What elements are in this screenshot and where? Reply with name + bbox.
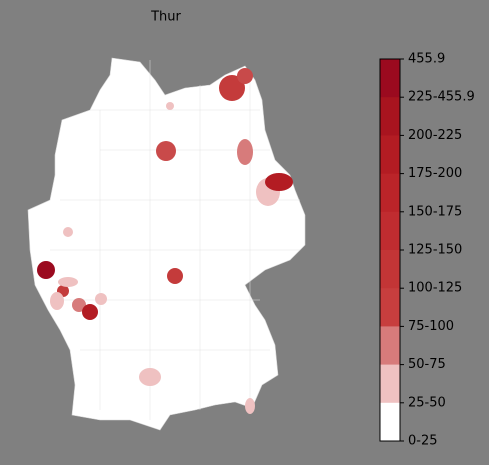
district — [139, 368, 161, 386]
colorbar-label: 100-125 — [408, 281, 462, 296]
district — [245, 398, 255, 414]
colorbar-band — [380, 135, 400, 175]
colorbar-label: 50-75 — [408, 357, 446, 372]
district — [156, 141, 176, 161]
colorbar-band — [380, 211, 400, 251]
colorbar-band — [380, 59, 400, 98]
colorbar-label: 175-200 — [408, 166, 462, 181]
colorbar-label: 455.9 — [408, 52, 445, 67]
germany-map — [27, 57, 306, 431]
district — [167, 268, 183, 284]
colorbar-label: 25-50 — [408, 395, 446, 410]
colorbar-band — [380, 97, 400, 136]
district — [50, 292, 64, 310]
colorbar-label: 75-100 — [408, 319, 454, 334]
colorbar-band — [380, 288, 400, 327]
district — [82, 304, 98, 320]
colorbar-band — [380, 326, 400, 366]
colorbar-label: 150-175 — [408, 204, 462, 219]
district — [237, 68, 253, 84]
district — [72, 298, 86, 312]
district — [237, 139, 253, 165]
district — [37, 261, 55, 279]
colorbar-label: 125-150 — [408, 243, 462, 258]
colorbar-band — [380, 173, 400, 213]
colorbar-band — [380, 364, 400, 404]
colorbar-band — [380, 402, 400, 442]
colorbar-band — [380, 250, 400, 289]
highlighted-districts — [37, 68, 293, 414]
district — [265, 173, 293, 191]
colorbar: 455.9 225-455.9 200-225 175-200 150-175 125-1… — [379, 52, 475, 449]
district — [58, 277, 78, 287]
district — [63, 227, 73, 237]
map-title: Thur — [150, 10, 181, 25]
colorbar-label: 225-455.9 — [408, 90, 475, 105]
country-outline — [27, 57, 306, 431]
district-lines — [50, 60, 300, 420]
district — [95, 293, 107, 305]
district — [166, 102, 174, 110]
district — [219, 75, 245, 101]
colorbar-label: 200-225 — [408, 128, 462, 143]
colorbar-label: 0-25 — [408, 434, 438, 449]
